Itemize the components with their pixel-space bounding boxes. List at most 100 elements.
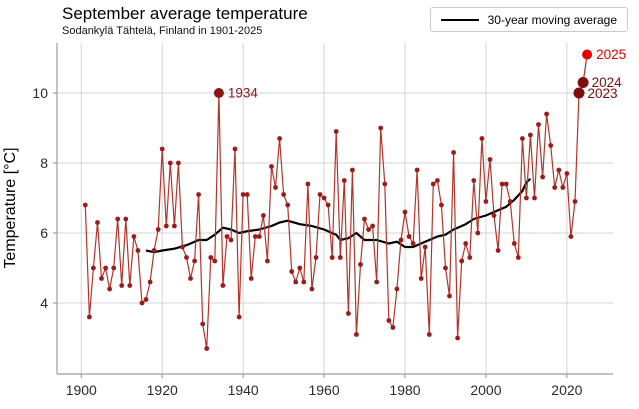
data-point [252, 234, 258, 239]
data-point [430, 181, 436, 187]
data-point [228, 237, 234, 243]
data-point [123, 216, 129, 222]
annotation-1934: 1934 [213, 86, 258, 101]
data-point [341, 178, 347, 183]
data-point [200, 321, 206, 327]
data-point [544, 111, 549, 117]
data-point [337, 255, 343, 260]
chart-subtitle: Sodankylä Tähtelä, Finland in 1901-2025 [62, 25, 263, 37]
data-point [346, 311, 351, 316]
data-point [82, 202, 88, 208]
data-point [471, 178, 477, 183]
annotation-2024: 2024 [577, 75, 622, 90]
data-point [414, 167, 420, 173]
data-point [269, 164, 274, 169]
x-tick-label: 2000 [470, 382, 501, 398]
data-point [507, 199, 513, 204]
data-point [467, 255, 473, 260]
highlighted-data-point [573, 87, 585, 99]
data-point [455, 335, 460, 341]
data-point [317, 192, 323, 197]
data-point [540, 174, 545, 180]
data-point [265, 258, 270, 264]
data-point [131, 234, 137, 239]
x-tick-label: 1900 [66, 382, 97, 398]
data-point [119, 283, 125, 288]
data-point [560, 185, 566, 190]
data-point [552, 185, 558, 190]
data-point [487, 157, 493, 162]
data-point [410, 241, 416, 246]
legend-label: 30-year moving average [487, 12, 617, 27]
legend-line-sample-icon [440, 18, 479, 21]
data-point [333, 129, 339, 134]
data-point [143, 297, 149, 302]
data-point [281, 192, 286, 197]
data-point [329, 255, 335, 260]
x-tick-label: 1980 [389, 382, 420, 398]
data-point [301, 279, 307, 285]
data-point [289, 269, 295, 274]
data-point [167, 160, 173, 166]
series-markers [82, 111, 578, 351]
data-point [572, 199, 578, 204]
data-point [192, 258, 198, 264]
data-point [402, 209, 408, 215]
data-point [439, 202, 444, 208]
data-point [240, 192, 246, 197]
data-point [95, 220, 100, 225]
annotation-2025: 2025 [582, 47, 626, 62]
data-point [224, 234, 230, 239]
data-point [163, 223, 169, 229]
data-point [350, 167, 355, 173]
data-point [475, 230, 481, 236]
data-point [135, 248, 141, 253]
data-point [91, 265, 96, 271]
data-point [422, 244, 428, 250]
x-tick-label: 1960 [308, 382, 339, 398]
data-point [447, 293, 452, 299]
axes: 1900 1920 1940 1960 1980 2000 2020 4 6 8 10 [32, 43, 613, 398]
data-point [536, 122, 541, 127]
grid [57, 43, 613, 374]
data-point [548, 143, 554, 148]
data-point [511, 241, 517, 246]
y-tick-label: 8 [40, 155, 48, 171]
data-point [261, 213, 266, 218]
data-point [220, 283, 226, 288]
annotation-2023: 2023 [573, 86, 618, 101]
moving-average-line [145, 177, 532, 254]
data-point [426, 332, 432, 337]
data-point [139, 300, 145, 306]
data-point [232, 146, 238, 152]
x-tick-label: 2020 [551, 382, 582, 398]
data-point [212, 258, 218, 264]
data-point [515, 255, 521, 260]
data-point [483, 199, 489, 204]
data-point [244, 192, 250, 197]
annotation-label: 2023 [588, 86, 618, 101]
data-point [159, 146, 165, 152]
data-point [115, 216, 121, 222]
data-point [520, 136, 525, 141]
data-point [394, 286, 400, 292]
data-point [147, 279, 153, 285]
data-point [155, 227, 161, 232]
data-point [382, 181, 388, 187]
data-point [313, 255, 319, 260]
data-point [398, 237, 404, 243]
data-point [386, 318, 392, 323]
data-point [499, 181, 505, 187]
y-tick-label: 10 [32, 85, 48, 101]
data-point [370, 223, 375, 229]
data-point [87, 314, 92, 320]
y-tick-label: 4 [40, 295, 48, 311]
legend-box: 30-year moving average [429, 7, 628, 32]
highlighted-data-point [577, 77, 589, 88]
data-point [127, 283, 133, 288]
data-point [451, 150, 456, 155]
data-point [503, 181, 509, 187]
y-tick-label: 6 [40, 225, 48, 241]
data-point [273, 185, 278, 190]
